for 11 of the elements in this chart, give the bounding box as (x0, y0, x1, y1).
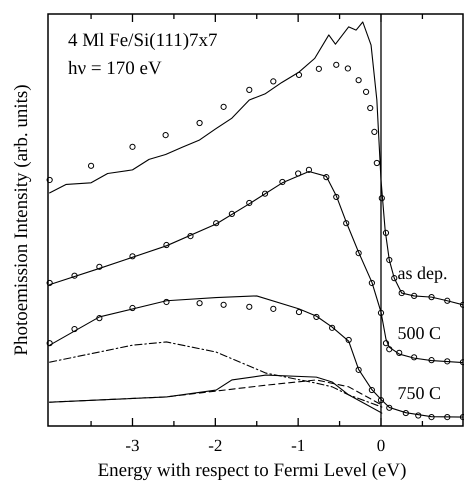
x-axis-title: Energy with respect to Fermi Level (eV) (98, 460, 406, 481)
x-tick-label: -1 (291, 436, 306, 455)
y-axis-title: Photoemission Intensity (arb. units) (11, 84, 32, 356)
annotation: 4 Ml Fe/Si(111)7x7 (68, 30, 218, 51)
series-label: as dep. (398, 263, 448, 284)
x-tick-label: -3 (125, 436, 140, 455)
series-label: 750 C (398, 383, 442, 404)
annotation: hν = 170 eV (68, 58, 162, 79)
x-tick-label: -2 (208, 436, 222, 455)
series-label: 500 C (398, 322, 442, 343)
x-tick-label: 0 (376, 436, 386, 455)
